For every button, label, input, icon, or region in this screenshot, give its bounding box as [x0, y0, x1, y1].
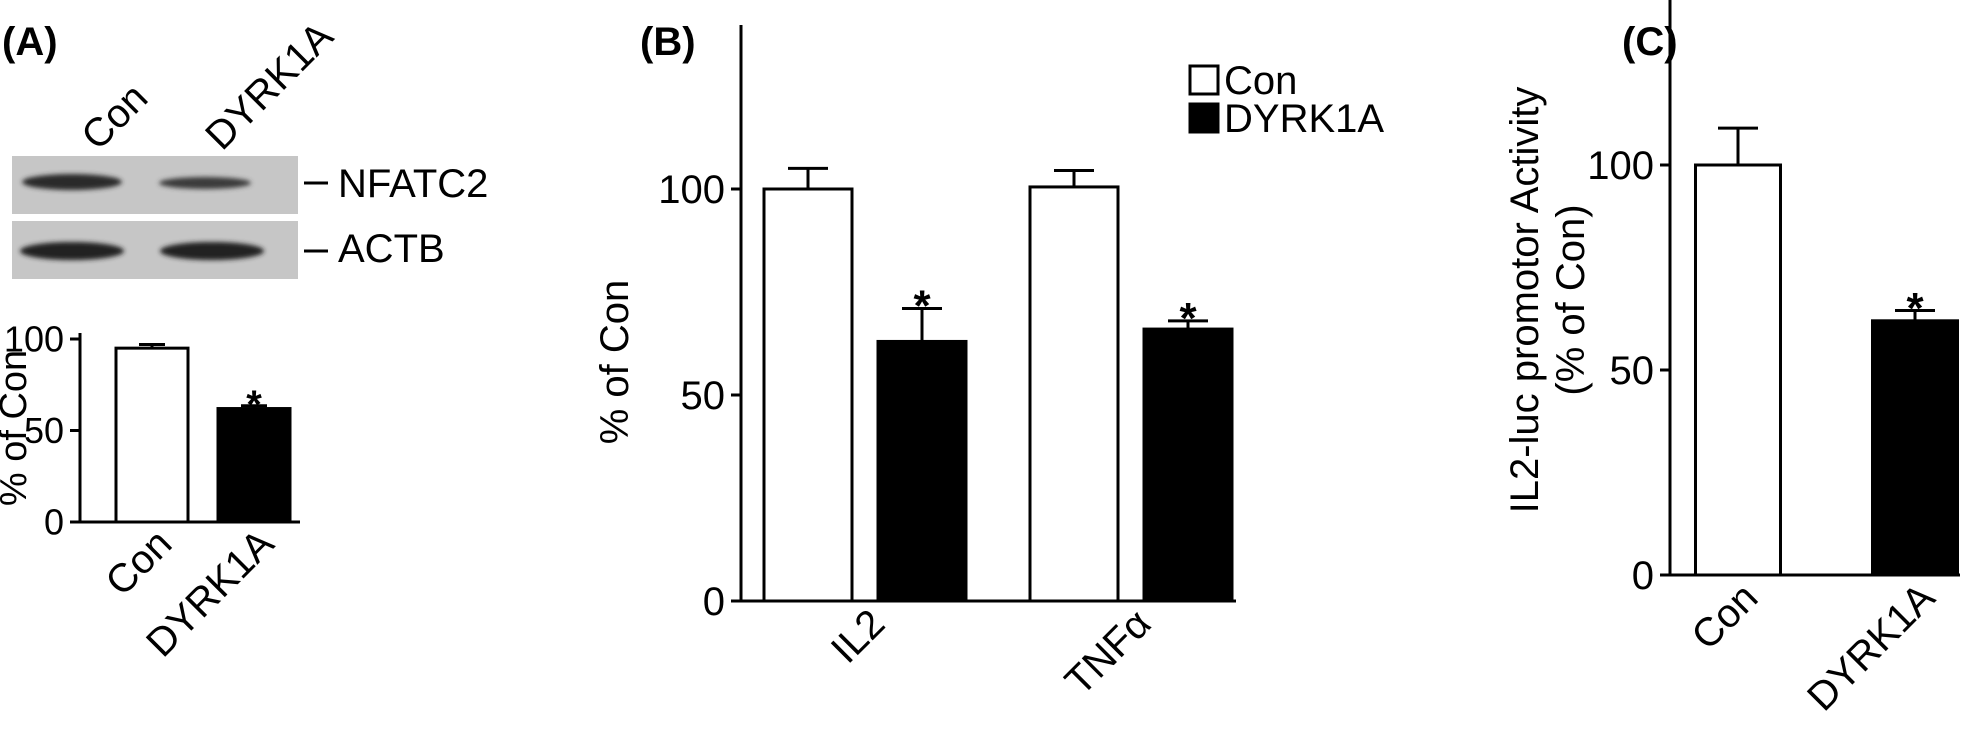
panel-label-b: (B): [640, 20, 696, 64]
x-category-label: Con: [97, 521, 180, 604]
bar: [762, 187, 854, 603]
y-tick-label: 50: [681, 374, 726, 418]
x-category-label: Con: [1683, 575, 1766, 658]
x-category-label: DYRK1A: [1799, 575, 1944, 720]
bar: [1028, 185, 1120, 603]
chart-c: 0 50 100 IL2-luc promotor Activity (% of Con…: [1503, 0, 1960, 720]
legend-label: DYRK1A: [1224, 97, 1384, 141]
x-category-label: TNFα: [1057, 601, 1159, 703]
bar: [1694, 163, 1782, 577]
x-category-label: IL2: [823, 601, 893, 671]
y-axis-label: % of Con: [593, 280, 637, 445]
bar: [876, 339, 968, 603]
bar: [216, 407, 292, 524]
y-tick-label: 0: [1632, 554, 1654, 598]
panel-label-a: (A): [2, 20, 58, 64]
y-tick-label: 100: [658, 168, 725, 212]
blot-band-label-actb: ACTB: [338, 227, 445, 271]
blot-lane-label-dyrk1a: DYRK1A: [197, 14, 342, 159]
blot-band-actb-dyrk1a: [160, 242, 264, 260]
y-axis-label-line: (% of Con): [1549, 204, 1593, 395]
significance-marker: *: [1179, 294, 1197, 343]
y-tick-label: 100: [4, 319, 64, 360]
blot-band-nfatc2-dyrk1a: [159, 177, 251, 189]
y-tick-label: 50: [24, 410, 64, 451]
blot-band-actb-con: [20, 242, 124, 260]
y-tick-label: 0: [703, 580, 725, 624]
y-axis-label-line: IL2-luc promotor Activity: [1503, 87, 1547, 514]
blot-band-label-nfatc2: NFATC2: [338, 162, 488, 206]
legend-label: Con: [1224, 59, 1297, 103]
y-tick-label: 100: [1587, 144, 1654, 188]
significance-marker: *: [246, 383, 262, 427]
legend-swatch: [1188, 64, 1220, 96]
bar: [114, 346, 190, 524]
y-tick-label: 0: [44, 502, 64, 543]
significance-marker: *: [1906, 284, 1924, 333]
y-axis-label: % of Con: [0, 350, 35, 506]
bar: [1142, 327, 1234, 603]
bar: [1871, 319, 1959, 577]
panel-label-c: (C): [1622, 20, 1678, 64]
legend-swatch: [1188, 102, 1220, 134]
y-tick-label: 50: [1610, 349, 1655, 393]
blot-lane-label-con: Con: [73, 75, 156, 158]
blot-band-nfatc2-con: [22, 174, 122, 190]
significance-marker: *: [913, 282, 931, 331]
western-blot: Con DYRK1A NFATC2 ACTB: [12, 14, 488, 279]
